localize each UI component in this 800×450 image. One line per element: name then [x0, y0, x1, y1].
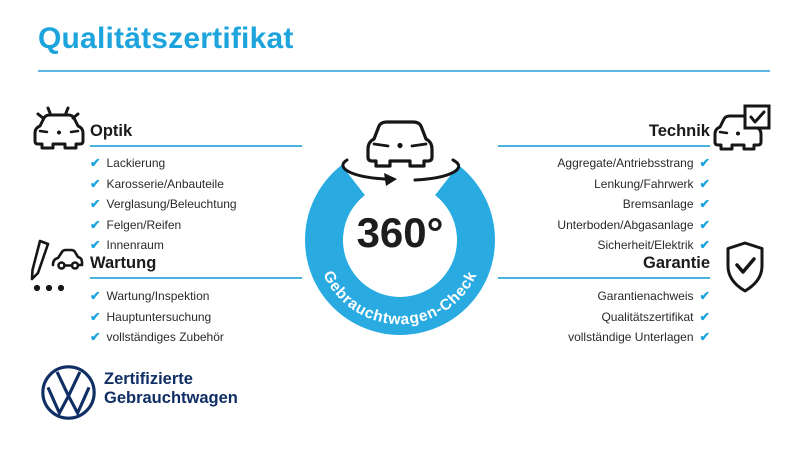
check-icon: ✔ [90, 330, 101, 344]
checklist-item: Bremsanlage ✔ [470, 194, 710, 215]
checklist-item: vollständige Unterlagen ✔ [470, 327, 710, 348]
section-title-technik: Technik [648, 122, 710, 140]
checklist-wartung: ✔ Wartung/Inspektion ✔ Hauptuntersuchung ✔… [90, 286, 330, 348]
brand-line-1: Zertifizierte [104, 370, 193, 388]
checklist-item-label: Karosserie/Anbauteile [106, 176, 224, 191]
checklist-item: ✔ Wartung/Inspektion [90, 286, 330, 307]
check-icon: ✔ [90, 309, 101, 324]
check-icon: ✔ [90, 197, 101, 211]
checklist-item: ✔ Karosserie/Anbauteile [90, 174, 330, 195]
check-icon: ✔ [90, 176, 101, 191]
checklist-item: ✔ vollständiges Zubehör [90, 327, 330, 348]
checklist-item: ✔ Felgen/Reifen [90, 215, 330, 236]
checklist-item: Unterboden/Abgasanlage ✔ [470, 215, 710, 236]
shield-check-icon [726, 241, 764, 293]
checklist-item: ✔ Hauptuntersuchung [90, 307, 330, 328]
check-icon: ✔ [90, 238, 101, 252]
brand-line-2: Gebrauchtwagen [104, 389, 238, 407]
check-icon: ✔ [90, 156, 101, 170]
checklist-item-label: Sicherheit/Elektrik [597, 238, 694, 253]
section-underline-wartung [90, 277, 302, 279]
checklist-item-label: Innenraum [106, 238, 164, 253]
section-title-garantie: Garantie [643, 254, 710, 272]
vw-logo [41, 365, 96, 420]
checklist-item-label: Wartung/Inspektion [106, 289, 210, 304]
section-underline-garantie [498, 277, 710, 279]
checklist-item: Aggregate/Antriebsstrang ✔ [470, 153, 710, 174]
checklist-item: ✔ Innenraum [90, 235, 330, 256]
car-shine-icon [33, 106, 85, 150]
check-icon: ✔ [699, 309, 710, 324]
check-icon: ✔ [699, 176, 710, 191]
car-360-rotation-icon [341, 120, 461, 182]
checklist-item-label: Unterboden/Abgasanlage [557, 217, 694, 232]
check-icon: ✔ [699, 217, 710, 232]
check-icon: ✔ [699, 156, 710, 170]
section-title-wartung: Wartung [90, 254, 157, 272]
checklist-garantie: Garantienachweis ✔ Qualitätszertifikat ✔ v… [470, 286, 710, 348]
page-title: Qualitätszertifikat [38, 22, 294, 55]
check-icon: ✔ [699, 289, 710, 303]
checklist-optik: ✔ Lackierung ✔ Karosserie/Anbauteile ✔ Verg… [90, 153, 330, 256]
section-underline-optik [90, 145, 302, 147]
section-underline-technik [498, 145, 710, 147]
checklist-item-label: Lackierung [106, 156, 166, 171]
degree-label: 360° [357, 209, 444, 256]
checklist-item: ✔ Lackierung [90, 153, 330, 174]
checklist-item-label: Qualitätszertifikat [601, 309, 694, 324]
checklist-item-label: Verglasung/Beleuchtung [106, 197, 237, 212]
checklist-item-label: Garantienachweis [597, 289, 694, 304]
checklist-item: Sicherheit/Elektrik ✔ [470, 235, 710, 256]
section-title-optik: Optik [90, 122, 133, 140]
checklist-technik: Aggregate/Antriebsstrang ✔ Lenkung/Fahrwe… [470, 153, 710, 256]
checklist-item-label: Felgen/Reifen [106, 217, 182, 232]
checklist-item: ✔ Verglasung/Beleuchtung [90, 194, 330, 215]
checklist-item-label: Lenkung/Fahrwerk [594, 176, 694, 191]
check-icon: ✔ [699, 197, 710, 211]
checklist-item-label: vollständiges Zubehör [106, 330, 224, 345]
checklist-item: Lenkung/Fahrwerk ✔ [470, 174, 710, 195]
title-divider [38, 70, 770, 72]
checklist-item: Qualitätszertifikat ✔ [470, 307, 710, 328]
brand-wordmark: Zertifizierte Gebrauchtwagen [104, 370, 238, 408]
check-icon: ✔ [699, 330, 710, 344]
check-icon: ✔ [90, 289, 101, 303]
rotation-arrowhead [384, 173, 397, 186]
checklist-item-label: Aggregate/Antriebsstrang [557, 156, 694, 171]
service-checklist-icon [30, 239, 84, 292]
checklist-item: Garantienachweis ✔ [470, 286, 710, 307]
check-icon: ✔ [699, 238, 710, 252]
checklist-item-label: Hauptuntersuchung [106, 309, 212, 324]
check-icon: ✔ [90, 217, 101, 232]
checklist-item-label: vollständige Unterlagen [568, 330, 694, 345]
ring-shape [305, 165, 495, 335]
360-check-badge: 360° Gebrauchtwagen-Check [305, 120, 495, 335]
car-checkbox-icon [713, 104, 771, 151]
checklist-item-label: Bremsanlage [622, 197, 694, 212]
